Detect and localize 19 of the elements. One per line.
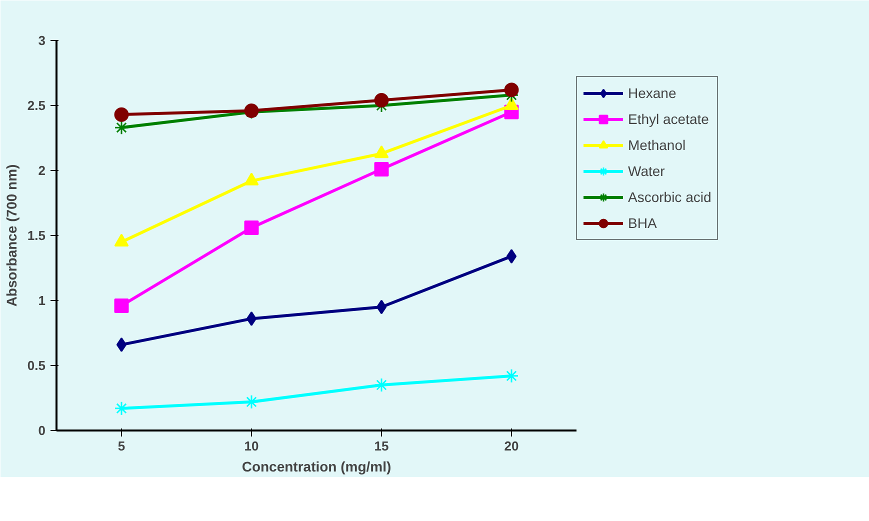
y-tick-label: 2.5: [27, 98, 46, 113]
legend-label: Ethyl acetate: [628, 111, 709, 127]
y-tick-label: 3: [38, 33, 46, 48]
y-tick-label: 1: [38, 293, 46, 308]
x-tick-label: 5: [118, 438, 126, 454]
legend-label: Water: [628, 163, 665, 179]
x-axis-title: Concentration (mg/ml): [242, 458, 392, 474]
x-tick-label: 15: [374, 438, 389, 454]
y-tick-label: 2: [38, 163, 46, 178]
legend-label: Ascorbic acid: [628, 189, 712, 205]
y-tick-label: 1.5: [27, 228, 46, 243]
legend-label: Hexane: [628, 85, 676, 101]
legend-label: Methanol: [628, 137, 686, 153]
x-tick-label: 10: [244, 438, 259, 454]
y-tick-label: 0.5: [27, 358, 46, 373]
y-tick-label: 0: [38, 423, 46, 438]
legend-label: BHA: [628, 215, 657, 231]
x-tick-label: 20: [504, 438, 519, 454]
y-axis-title: Absorbance (700 nm): [3, 164, 20, 307]
